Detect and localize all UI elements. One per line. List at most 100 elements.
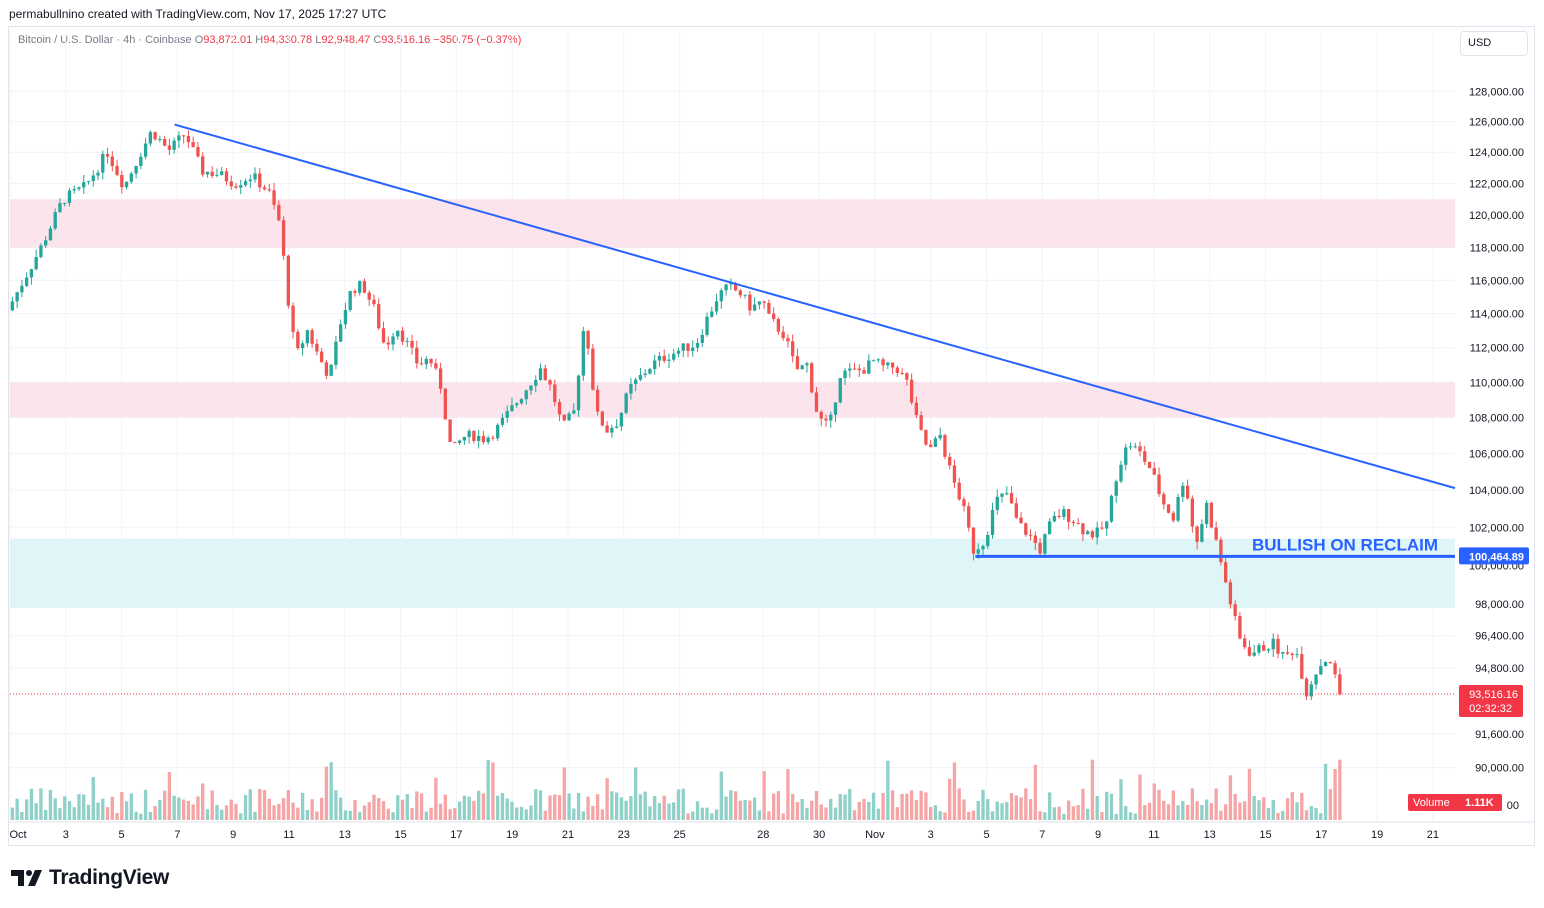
candle-body <box>933 438 938 447</box>
candle-body <box>105 153 110 157</box>
volume-bar <box>1266 808 1271 820</box>
candle-body <box>595 389 600 412</box>
symbol-legend: Bitcoin / U.S. Dollar · 4h · Coinbase O9… <box>18 34 521 46</box>
volume-bar <box>96 802 100 820</box>
candle-body <box>1176 496 1180 521</box>
candle-body <box>1271 638 1275 650</box>
volume-bar <box>1028 799 1033 820</box>
volume-bar <box>386 808 390 820</box>
candle-body <box>881 359 885 366</box>
candle-body <box>1257 645 1261 653</box>
candle-body <box>653 360 657 370</box>
candle-body <box>1219 539 1223 563</box>
candle-body <box>553 384 557 403</box>
volume-bar <box>310 799 314 820</box>
candle-body <box>239 185 243 188</box>
volume-bar <box>367 802 371 820</box>
candle-body <box>110 156 114 167</box>
candle-body <box>86 181 91 183</box>
candle-body <box>976 549 980 554</box>
volume-bar <box>1100 812 1104 820</box>
volume-bar <box>967 812 971 820</box>
price-tick-label: 118,000.00 <box>1470 242 1524 254</box>
candle-body <box>1133 446 1137 448</box>
candle-body <box>143 143 148 157</box>
price-tick-label: 106,000.00 <box>1469 448 1524 460</box>
volume-bar <box>1228 775 1233 820</box>
candle-body <box>315 343 319 352</box>
candle-body <box>562 414 566 421</box>
candle-body <box>1147 461 1152 469</box>
volume-bar <box>610 791 614 820</box>
volume-bar <box>343 810 348 820</box>
volume-bar <box>315 811 319 820</box>
volume-bar <box>205 809 210 820</box>
candle-body <box>296 331 300 349</box>
volume-bar <box>181 799 186 820</box>
volume-bar <box>1314 807 1318 820</box>
volume-bar <box>1000 803 1004 820</box>
candle-body <box>124 181 129 188</box>
level-price-label: 100,464.89 <box>1469 551 1524 563</box>
candle-body <box>177 135 181 141</box>
candle-body <box>305 330 310 344</box>
candle-body <box>695 343 700 348</box>
candle-body <box>743 294 747 296</box>
candle-body <box>719 290 723 302</box>
volume-bar <box>1223 804 1228 820</box>
candle-body <box>824 418 828 421</box>
currency-selector[interactable]: USD <box>1460 31 1528 56</box>
volume-bar <box>229 799 233 820</box>
volume-bar <box>1024 788 1028 820</box>
candle-body <box>614 426 619 428</box>
volume-bar <box>448 809 452 820</box>
volume-value: 1.11K <box>1465 797 1494 809</box>
price-tick-label: 114,000.00 <box>1470 309 1524 321</box>
candle-body <box>867 360 871 374</box>
candle-body <box>886 362 890 366</box>
volume-bar <box>457 801 462 820</box>
grid-lines <box>9 30 1455 820</box>
time-tick-label: 9 <box>1095 829 1101 841</box>
volume-bar <box>67 801 72 820</box>
volume-bar <box>933 805 938 820</box>
volume-bar <box>1166 804 1171 820</box>
volume-bar <box>1209 803 1214 820</box>
volume-bar <box>829 798 833 820</box>
volume-bar <box>1086 808 1090 820</box>
volume-bar <box>1252 795 1256 820</box>
volume-bar <box>524 809 528 820</box>
drawings: BULLISH ON RECLAIM <box>10 123 1456 695</box>
candle-body <box>795 356 800 370</box>
volume-label: Volume <box>1413 797 1450 809</box>
price-tick-label: 126,000.00 <box>1469 117 1524 129</box>
volume-bar <box>1247 768 1252 820</box>
price-tick-label: 90,000.00 <box>1475 763 1524 775</box>
candle-body <box>629 384 633 394</box>
candle-body <box>1138 446 1142 452</box>
volume-bar <box>710 813 714 820</box>
volume-bar <box>595 794 600 820</box>
candle-body <box>724 284 728 291</box>
candle-body <box>10 301 15 311</box>
candle-body <box>396 330 400 337</box>
candle-body <box>429 358 433 364</box>
volume-bar <box>129 793 133 820</box>
candle-body <box>134 165 138 174</box>
volume-bar <box>581 811 585 820</box>
volume-bar <box>400 799 405 820</box>
volume-bar <box>957 788 961 820</box>
candle-body <box>829 414 833 421</box>
volume-bar <box>786 769 790 820</box>
symbol-title[interactable]: Bitcoin / U.S. Dollar · 4h · Coinbase <box>18 34 192 46</box>
candle-body <box>1076 523 1080 525</box>
volume-bar <box>410 808 414 820</box>
candle-body <box>186 136 191 143</box>
volume-bar <box>686 813 690 820</box>
volume-bar <box>248 789 252 820</box>
candle-body <box>1319 666 1323 675</box>
volume-bar <box>638 794 643 820</box>
tradingview-logo[interactable]: TradingView <box>11 866 169 890</box>
volume-bar <box>1257 800 1261 820</box>
